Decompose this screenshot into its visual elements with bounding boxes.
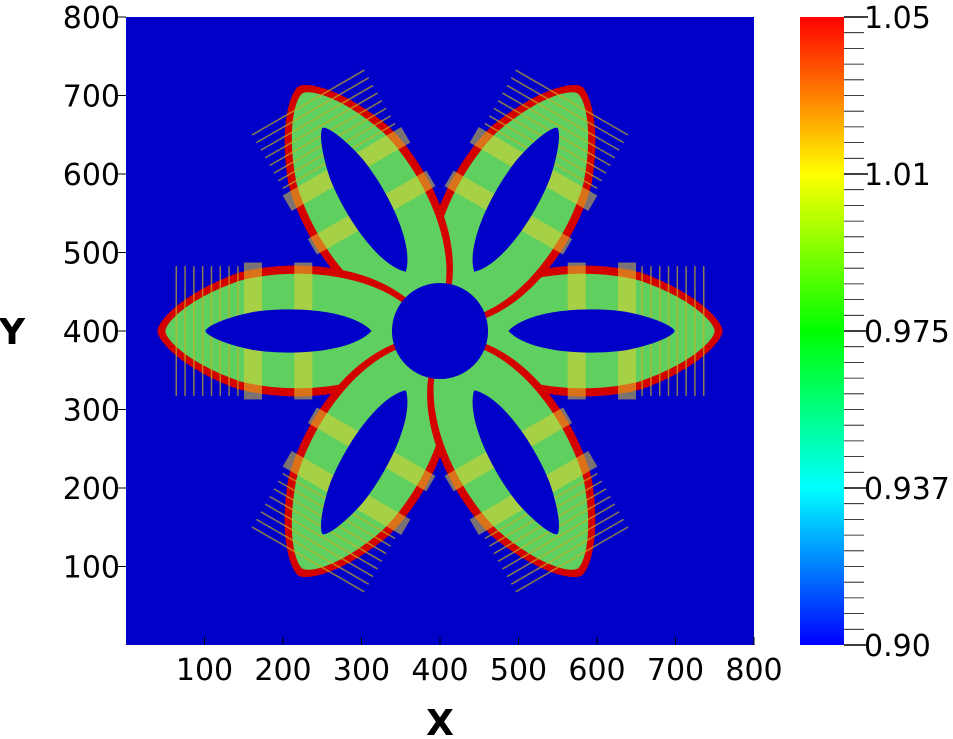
petal-striation bbox=[510, 518, 625, 585]
flower-petal bbox=[427, 69, 629, 326]
petal-hollow bbox=[472, 390, 559, 535]
x-axis-title: X bbox=[426, 703, 454, 739]
petal-striation bbox=[255, 518, 370, 585]
y-tick-label: 500 bbox=[63, 237, 120, 272]
petal-hollow bbox=[508, 309, 675, 353]
x-tick-label: 500 bbox=[490, 653, 547, 688]
flower-center bbox=[391, 282, 489, 380]
y-tick-label: 800 bbox=[63, 1, 120, 36]
x-axis: 100 200 300 400 500 600 700 800 bbox=[176, 637, 783, 688]
colorbar-ticks: 1.05 1.01 0.975 0.937 0.90 bbox=[844, 1, 950, 664]
petal-hollow bbox=[472, 127, 559, 272]
petal-hollow bbox=[321, 127, 408, 272]
colorbar-minor-ticks bbox=[844, 16, 864, 646]
colorbar-tick-label: 0.975 bbox=[864, 315, 950, 350]
petal-striation bbox=[506, 511, 620, 578]
x-tick-label: 800 bbox=[725, 653, 782, 688]
petal-striation bbox=[264, 503, 378, 570]
x-tick-label: 300 bbox=[333, 653, 390, 688]
colorbar-tick-label: 1.05 bbox=[864, 1, 931, 36]
flower-shape bbox=[157, 69, 723, 593]
y-axis-title: Y bbox=[0, 312, 26, 353]
petal-striation bbox=[251, 526, 365, 593]
colorbar-tick-label: 0.937 bbox=[864, 472, 950, 507]
x-tick-label: 700 bbox=[647, 653, 704, 688]
y-tick-label: 700 bbox=[63, 80, 120, 115]
colorbar-tick-label: 0.90 bbox=[864, 629, 931, 664]
x-tick-label: 600 bbox=[568, 653, 625, 688]
petal-striation bbox=[510, 77, 625, 144]
y-tick-label: 600 bbox=[63, 158, 120, 193]
petal-striation bbox=[255, 77, 370, 144]
y-tick-label: 200 bbox=[63, 472, 120, 507]
y-tick-label: 400 bbox=[63, 315, 120, 350]
petal-striation bbox=[515, 526, 629, 593]
petal-striation bbox=[502, 92, 616, 159]
x-tick-label: 400 bbox=[411, 653, 468, 688]
petal-striation bbox=[515, 69, 629, 136]
petal-striation bbox=[502, 503, 616, 570]
colorbar: 1.05 1.01 0.975 0.937 0.90 bbox=[800, 1, 950, 664]
petal-striation bbox=[251, 69, 365, 136]
y-tick-label: 300 bbox=[63, 394, 120, 429]
flower-petal bbox=[251, 336, 453, 593]
flower-petal bbox=[427, 336, 629, 593]
petal-striation bbox=[264, 92, 378, 159]
x-tick-label: 100 bbox=[176, 653, 233, 688]
flower-petal bbox=[251, 69, 453, 326]
x-tick-label: 200 bbox=[254, 653, 311, 688]
petal-striation bbox=[260, 84, 374, 151]
petal-hollow bbox=[205, 309, 372, 353]
y-axis: 100 200 300 400 500 600 700 800 bbox=[63, 1, 126, 586]
petal-striation bbox=[260, 511, 374, 578]
petal-striation bbox=[506, 84, 620, 151]
y-tick-label: 100 bbox=[63, 551, 120, 586]
colorbar-tick-label: 1.01 bbox=[864, 158, 931, 193]
colorbar-scale bbox=[800, 17, 844, 645]
petal-hollow bbox=[321, 390, 408, 535]
